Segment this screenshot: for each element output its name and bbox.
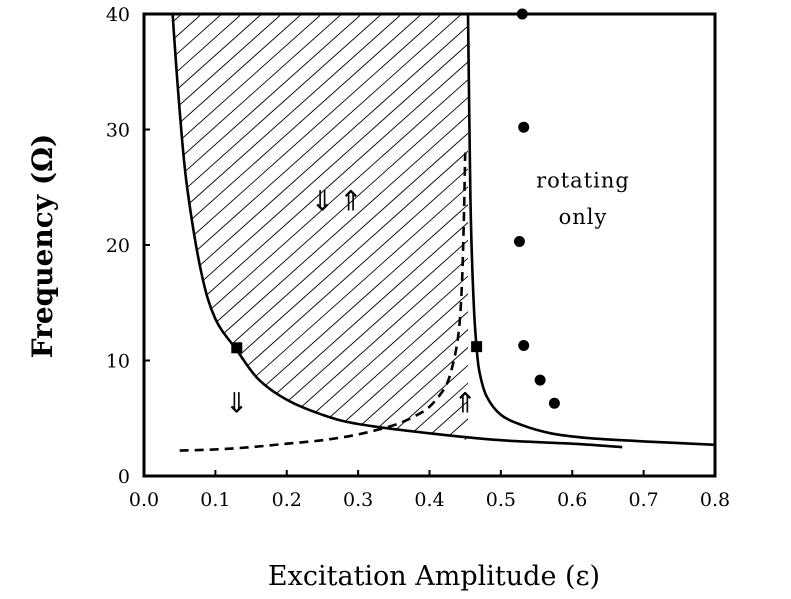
hatch-line	[544, 0, 791, 476]
hatch-line	[172, 14, 468, 441]
hatch-line	[203, 14, 468, 441]
arrow-annotation: ⇑	[339, 184, 362, 217]
curves	[171, 14, 715, 452]
y-tick-label: 40	[106, 4, 130, 26]
data-point-circle	[513, 236, 525, 248]
hatch-line	[323, 14, 468, 441]
hatch-line	[684, 0, 791, 476]
hatch-line	[664, 0, 791, 476]
y-tick-label: 20	[106, 235, 130, 257]
hatch-line	[172, 14, 305, 441]
x-tick-label: 0.5	[486, 489, 516, 511]
hatch-line	[172, 14, 325, 441]
solid-curve	[466, 14, 715, 447]
axis-ticks: 0.0 0.1 0.2 0.3 0.4 0.5 0.6 0.7 0.8 0 10 20 30 40	[106, 4, 730, 511]
hatch-line	[243, 14, 468, 441]
hatch-line	[172, 14, 468, 441]
markers	[231, 8, 560, 409]
hatch-line	[172, 14, 385, 441]
data-point-circle	[534, 374, 546, 386]
hatch-line	[172, 14, 365, 441]
hatch-line	[463, 14, 468, 441]
region-label: rotating	[536, 168, 630, 192]
hatch-line	[172, 14, 405, 441]
hatch-line	[724, 0, 791, 476]
hatch-line	[172, 14, 468, 441]
hatch-line	[172, 14, 285, 441]
hatch-line	[584, 0, 791, 476]
hatch-line	[283, 14, 468, 441]
y-tick-label: 10	[106, 351, 130, 373]
y-axis-title: Frequency (Ω)	[26, 134, 59, 359]
hatch-line	[484, 0, 791, 476]
hatch-line	[704, 0, 791, 476]
arrow-annotation: ⇓	[311, 184, 334, 217]
region-label: only	[559, 205, 608, 229]
data-point-square	[471, 341, 483, 353]
x-tick-label: 0.1	[200, 489, 230, 511]
hatch-line	[383, 14, 468, 441]
hatch-line	[624, 0, 791, 476]
hatch-line	[423, 14, 468, 441]
hatch-line	[524, 0, 791, 476]
x-tick-label: 0.6	[557, 489, 587, 511]
hatch-line	[343, 14, 468, 441]
hatch-line	[172, 14, 468, 441]
hatch-line	[172, 14, 468, 441]
x-tick-label: 0.2	[272, 489, 302, 511]
hatch-line	[644, 0, 791, 476]
x-tick-label: 0.0	[129, 489, 159, 511]
y-tick-label: 0	[118, 466, 130, 488]
hatch-line	[172, 14, 468, 441]
data-point-circle	[548, 397, 560, 409]
x-axis-title: Excitation Amplitude (ε)	[268, 561, 600, 592]
x-tick-label: 0.4	[414, 489, 444, 511]
hatch-line	[604, 0, 791, 476]
hatch-line	[0, 0, 164, 476]
hatch-line	[564, 0, 791, 476]
data-point-circle	[518, 339, 530, 351]
solid-curve	[171, 14, 623, 449]
hatch-line	[172, 14, 468, 441]
hatch-line	[443, 14, 468, 441]
data-point-circle	[518, 121, 530, 133]
x-tick-label: 0.3	[343, 489, 373, 511]
hatch-line	[172, 14, 468, 441]
hatch-line	[172, 14, 468, 441]
y-tick-label: 30	[106, 120, 130, 142]
hatch-line	[172, 14, 425, 441]
hatch-line	[303, 14, 468, 441]
x-tick-label: 0.8	[700, 489, 730, 511]
arrow-annotation: ⇑	[453, 386, 476, 419]
x-tick-label: 0.7	[629, 489, 659, 511]
hatch-line	[172, 14, 345, 441]
hatch-line	[263, 14, 468, 441]
hatch-line	[363, 14, 468, 441]
arrow-annotation: ⇓	[225, 386, 248, 419]
hatch-line	[0, 0, 4, 476]
hatch-line	[0, 0, 24, 476]
hatch-line	[504, 0, 791, 476]
data-point-square	[231, 342, 243, 354]
hatch-line	[223, 14, 468, 441]
hatch-line	[172, 14, 468, 441]
dashed-curve	[179, 152, 467, 452]
